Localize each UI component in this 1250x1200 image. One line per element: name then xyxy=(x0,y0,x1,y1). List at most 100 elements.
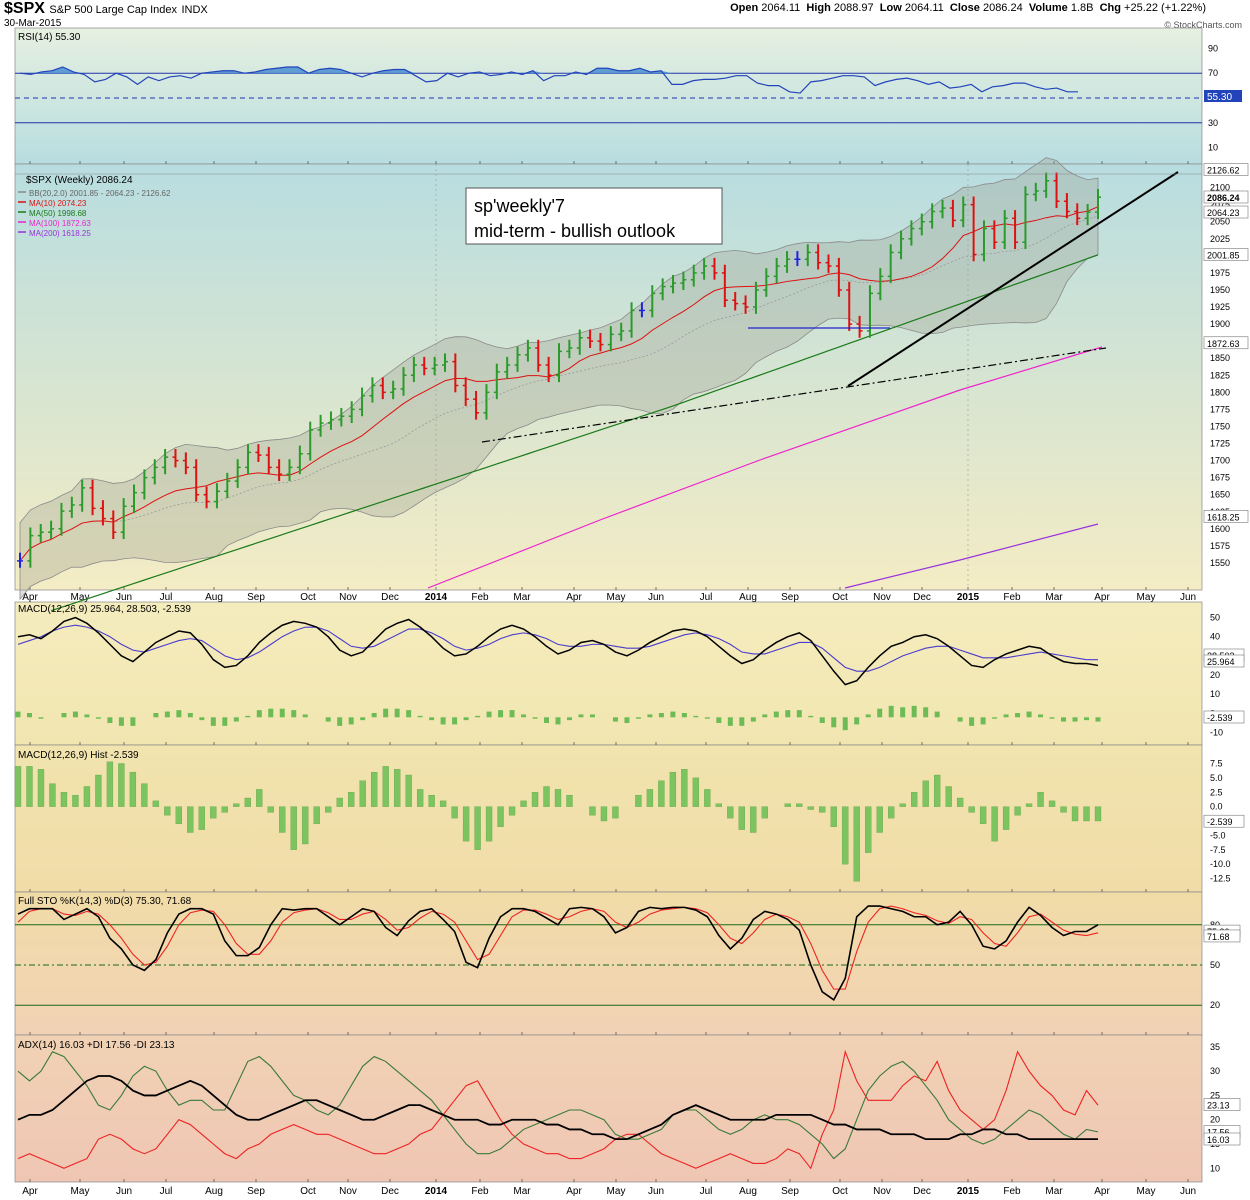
histogram-bar xyxy=(554,789,562,807)
macd-hist-bar xyxy=(337,717,343,726)
price-y-label: 1600 xyxy=(1210,524,1230,534)
price-value-label: 1618.25 xyxy=(1207,512,1240,522)
macd-hist-bar xyxy=(107,717,113,724)
price-value-tag xyxy=(1203,163,1249,176)
macd-hist-bar xyxy=(26,712,32,718)
x-tick-label: Jul xyxy=(700,1186,713,1197)
price-value-label: 1872.63 xyxy=(1207,339,1240,349)
macd-hist-bar xyxy=(681,712,687,718)
x-tick-label: May xyxy=(71,1186,90,1197)
macd-hist-bar xyxy=(15,711,21,718)
x-tick-label: Nov xyxy=(339,1186,357,1197)
macd-hist-bar xyxy=(1095,717,1101,722)
macd-hist-bar xyxy=(164,711,170,718)
histogram-bar xyxy=(382,766,389,807)
macd-hist-bar xyxy=(957,717,963,722)
histogram-bar xyxy=(462,806,470,842)
macd-hist-bar xyxy=(440,717,446,725)
legend-label: MA(10) 2074.23 xyxy=(29,199,87,208)
annotation-box xyxy=(465,187,723,245)
rsi-y-label: 10 xyxy=(1208,143,1218,153)
histogram-bar xyxy=(520,800,527,807)
macd-hist-bar xyxy=(1061,717,1067,722)
histogram-bar xyxy=(956,797,964,807)
macd-hist-bar xyxy=(176,710,182,718)
macd-y-label: 50 xyxy=(1210,613,1220,623)
hist-y-label: 5.0 xyxy=(1210,773,1223,783)
x-tick-label: May xyxy=(607,592,626,603)
adx-y-label: 30 xyxy=(1210,1066,1220,1076)
histogram-bar xyxy=(210,806,217,819)
price-y-label: 1950 xyxy=(1210,285,1230,295)
histogram-bar xyxy=(428,794,435,807)
macd-hist-bar xyxy=(84,714,90,718)
macd-hist-bar xyxy=(38,717,44,719)
histogram-bar xyxy=(152,800,160,807)
macd-hist-bar xyxy=(348,717,354,725)
x-tick-label: Dec xyxy=(913,592,931,603)
macd-hist-bar xyxy=(429,717,435,721)
macd-hist-bar xyxy=(118,717,124,726)
x-tick-label: Mar xyxy=(1045,592,1063,603)
macd-hist-bar xyxy=(302,714,308,718)
macd-hist-bar xyxy=(72,711,78,718)
histogram-bar xyxy=(359,780,366,807)
x-tick-label: Dec xyxy=(381,1186,399,1197)
x-tick-label: Sep xyxy=(247,1186,265,1197)
histogram-bar xyxy=(704,789,711,807)
x-tick-label: Sep xyxy=(781,592,799,603)
histogram-bar xyxy=(95,774,102,807)
histogram-bar xyxy=(118,763,125,807)
sto-d-line xyxy=(17,905,1099,990)
histogram-bar xyxy=(1060,806,1067,813)
histogram-bar xyxy=(669,771,677,807)
price-value-tag xyxy=(1203,336,1249,350)
histogram-bar xyxy=(371,771,378,807)
macd-title: MACD(12,26,9) 25.964, 28.503, -2.539 xyxy=(18,604,191,615)
legend-label: BB(20,2.0) 2001.85 - 2064.23 - 2126.62 xyxy=(29,189,171,198)
histogram-bar xyxy=(991,806,998,842)
x-tick-label: 2014 xyxy=(425,1186,448,1197)
x-tick-label: Aug xyxy=(739,1186,757,1197)
x-tick-label: Jul xyxy=(160,592,173,603)
x-tick-label: Apr xyxy=(1094,1186,1110,1197)
histogram-bar xyxy=(784,803,791,807)
x-tick-label: Apr xyxy=(1094,592,1110,603)
rsi-y-label: 90 xyxy=(1208,43,1218,53)
adx-value-label: 17.56 xyxy=(1207,1128,1230,1138)
price-y-label: 1850 xyxy=(1210,353,1230,363)
hist-y-label: 7.5 xyxy=(1210,759,1223,769)
histogram-bar xyxy=(1094,806,1102,822)
x-tick-label: May xyxy=(1137,592,1156,603)
annotation-line1: sp'weekly'7 xyxy=(474,196,565,216)
rsi-value-label: 55.30 xyxy=(1207,92,1232,103)
price-value-tag xyxy=(1203,205,1249,219)
x-tick-label: 2014 xyxy=(425,592,448,603)
ma50-line xyxy=(50,254,1099,612)
histogram-bar xyxy=(198,806,205,830)
hist-y-label: 2.5 xyxy=(1210,787,1223,797)
macd-hist-bar xyxy=(578,714,584,718)
rsi-y-label: 70 xyxy=(1208,68,1218,78)
histogram-bar xyxy=(727,806,734,819)
macd-hist-bar xyxy=(360,717,366,721)
histogram-bar xyxy=(888,806,895,819)
macd-hist-bar xyxy=(911,705,917,718)
macd-hist-bar xyxy=(589,714,595,718)
histogram-bar xyxy=(830,806,837,827)
rsi-line xyxy=(19,66,1078,94)
x-tick-label: Jul xyxy=(160,1186,173,1197)
histogram-bar xyxy=(508,806,516,816)
macd-hist-bar xyxy=(452,717,458,725)
macd-line xyxy=(17,616,1099,686)
histogram-bar xyxy=(256,789,263,807)
macd-hist-bar xyxy=(291,710,297,718)
macd-hist-bar xyxy=(475,715,481,718)
panel-adx xyxy=(14,1034,1203,1183)
x-tick-label: Nov xyxy=(339,592,357,603)
histogram-bar xyxy=(485,806,493,842)
histogram-bar xyxy=(933,774,941,807)
price-y-label: 1800 xyxy=(1210,387,1230,397)
price-value-label: 2001.85 xyxy=(1207,251,1240,261)
annotation-line2: mid-term - bullish outlook xyxy=(474,221,676,241)
